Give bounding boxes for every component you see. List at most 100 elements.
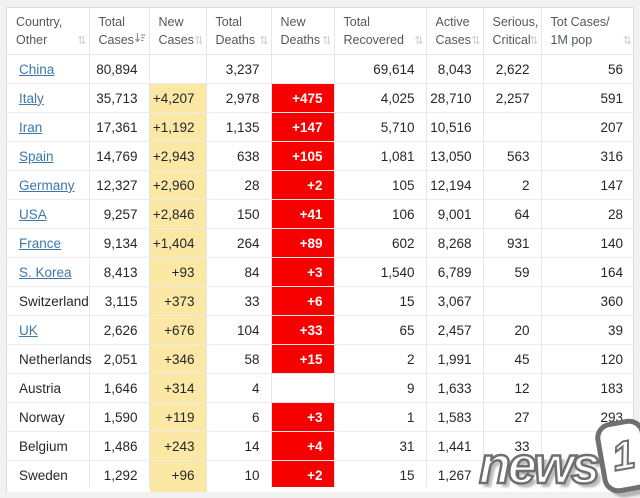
header-total-cases-label: Total Cases xyxy=(98,15,134,48)
cell-new-cases: +2,943 xyxy=(149,141,207,171)
cell-country: France xyxy=(7,228,90,258)
cell-new-cases: +373 xyxy=(149,286,207,316)
cell-country: Italy xyxy=(7,83,90,113)
cell-total-deaths: 14 xyxy=(206,431,272,461)
cell-total-deaths: 84 xyxy=(206,257,272,287)
cell-new-deaths xyxy=(271,373,335,403)
cell-serious-critical: 931 xyxy=(483,228,542,258)
header-total-recovered-label: Total Recovered xyxy=(343,15,404,48)
table-row: Belgium 1,486 +243 14 +4 31 1,441 33 128 xyxy=(7,431,633,461)
cell-new-cases: +119 xyxy=(149,402,207,432)
cell-new-deaths: +3 xyxy=(271,257,335,287)
sort-toggle-icon[interactable]: ⇅ xyxy=(622,35,632,48)
table-row: Italy 35,713 +4,207 2,978 +475 4,025 28,710 2,2… xyxy=(7,83,633,113)
cell-active-cases: 10,516 xyxy=(426,112,484,142)
sort-desc-active-icon[interactable] xyxy=(134,32,146,47)
header-serious-critical[interactable]: Serious, Critical ⇅ xyxy=(483,8,542,56)
cell-total-cases: 35,713 xyxy=(89,83,150,113)
cell-active-cases: 9,001 xyxy=(426,199,484,229)
cell-total-cases: 17,361 xyxy=(89,112,150,142)
cell-active-cases: 1,267 xyxy=(426,460,484,490)
country-link[interactable]: Germany xyxy=(19,177,75,193)
cell-total-deaths: 3,237 xyxy=(206,54,272,84)
header-new-deaths[interactable]: New Deaths ⇅ xyxy=(271,8,335,56)
cell-country: Sweden xyxy=(7,460,90,490)
cell-total-deaths: 6 xyxy=(206,402,272,432)
cell-cases-per-1m: 147 xyxy=(541,170,633,200)
cell-new-deaths: +15 xyxy=(271,344,335,374)
cell-total-recovered: 602 xyxy=(334,228,427,258)
cell-serious-critical: 12 xyxy=(483,460,542,490)
header-total-deaths[interactable]: Total Deaths ⇅ xyxy=(206,8,272,56)
cell-cases-per-1m: 207 xyxy=(541,112,633,142)
cell-new-cases: +676 xyxy=(149,315,207,345)
cell-serious-critical xyxy=(483,112,542,142)
cell-new-cases: +2,846 xyxy=(149,199,207,229)
country-link[interactable]: Spain xyxy=(19,148,54,164)
cell-serious-critical: 2,622 xyxy=(483,54,542,84)
cell-serious-critical xyxy=(483,286,542,316)
sort-toggle-icon[interactable]: ⇅ xyxy=(259,35,268,48)
cell-total-cases: 1,292 xyxy=(89,460,150,490)
country-link[interactable]: UK xyxy=(19,322,38,338)
country-link[interactable]: S. Korea xyxy=(19,264,72,280)
cell-serious-critical: 27 xyxy=(483,402,542,432)
cell-total-cases: 2,051 xyxy=(89,344,150,374)
cell-new-cases: +93 xyxy=(149,257,207,287)
country-label: Switzerland xyxy=(19,293,89,309)
cell-cases-per-1m: 360 xyxy=(541,286,633,316)
country-link[interactable]: China xyxy=(19,61,55,77)
table-row: Norway 1,590 +119 6 +3 1 1,583 27 293 xyxy=(7,402,633,432)
cell-cases-per-1m: 316 xyxy=(541,141,633,171)
table-row: Netherlands 2,051 +346 58 +15 2 1,991 45 120 xyxy=(7,344,633,374)
country-link[interactable]: Italy xyxy=(19,90,44,106)
header-cases-per-1m[interactable]: Tot Cases/ 1M pop ⇅ xyxy=(541,8,633,56)
cell-country: Iran xyxy=(7,112,90,142)
header-row: Country, Other ⇅ Total Cases xyxy=(7,8,633,56)
sort-toggle-icon[interactable]: ⇅ xyxy=(529,35,538,48)
country-link[interactable]: France xyxy=(19,235,62,251)
cell-new-cases: +96 xyxy=(149,460,207,490)
next-row-partial xyxy=(7,487,633,492)
cell-active-cases: 1,633 xyxy=(426,373,484,403)
header-total-recovered[interactable]: Total Recovered ⇅ xyxy=(334,8,427,56)
cell-new-deaths: +4 xyxy=(271,431,335,461)
sort-toggle-icon[interactable]: ⇅ xyxy=(322,35,331,48)
cell-new-cases: +346 xyxy=(149,344,207,374)
cell-total-cases: 12,327 xyxy=(89,170,150,200)
cell-total-deaths: 58 xyxy=(206,344,272,374)
cell-cases-per-1m: 183 xyxy=(541,373,633,403)
sort-toggle-icon[interactable]: ⇅ xyxy=(414,35,423,48)
cell-serious-critical: 59 xyxy=(483,257,542,287)
header-country[interactable]: Country, Other ⇅ xyxy=(7,8,90,56)
cell-cases-per-1m: 591 xyxy=(541,83,633,113)
table-row: China 80,894 3,237 69,614 8,043 2,622 56 xyxy=(7,54,633,84)
cell-active-cases: 8,043 xyxy=(426,54,484,84)
table-row: France 9,134 +1,404 264 +89 602 8,268 931 140 xyxy=(7,228,633,258)
sort-toggle-icon[interactable]: ⇅ xyxy=(471,35,480,48)
cell-total-cases: 9,257 xyxy=(89,199,150,229)
sort-toggle-icon[interactable]: ⇅ xyxy=(77,35,86,48)
country-link[interactable]: Iran xyxy=(19,119,43,135)
header-active-cases[interactable]: Active Cases ⇅ xyxy=(426,8,484,56)
cell-active-cases: 13,050 xyxy=(426,141,484,171)
cell-total-cases: 1,486 xyxy=(89,431,150,461)
country-label: Austria xyxy=(19,380,62,396)
cell-serious-critical: 563 xyxy=(483,141,542,171)
cell-total-recovered: 1 xyxy=(334,402,427,432)
cell-total-recovered: 105 xyxy=(334,170,427,200)
header-new-cases[interactable]: New Cases ⇅ xyxy=(149,8,207,56)
sort-toggle-icon[interactable]: ⇅ xyxy=(194,35,203,48)
cell-country: Belgium xyxy=(7,431,90,461)
cell-total-deaths: 4 xyxy=(206,373,272,403)
cell-new-deaths xyxy=(271,54,335,84)
cell-country: Germany xyxy=(7,170,90,200)
cell-country: S. Korea xyxy=(7,257,90,287)
data-table: Country, Other ⇅ Total Cases xyxy=(7,8,633,490)
header-total-cases[interactable]: Total Cases xyxy=(89,8,150,56)
country-link[interactable]: USA xyxy=(19,206,47,222)
cell-serious-critical: 33 xyxy=(483,431,542,461)
cell-total-deaths: 264 xyxy=(206,228,272,258)
cell-new-deaths: +475 xyxy=(271,83,335,113)
cell-total-deaths: 638 xyxy=(206,141,272,171)
